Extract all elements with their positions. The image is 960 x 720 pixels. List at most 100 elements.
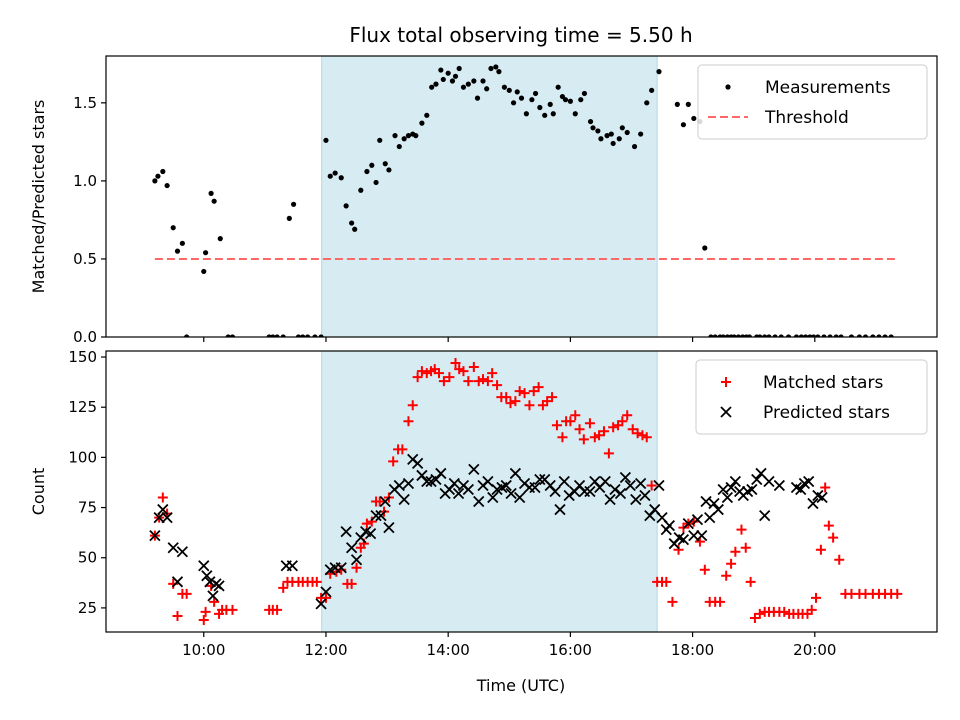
measurement-point xyxy=(720,334,726,337)
predicted-star-point xyxy=(448,477,460,490)
measurement-point xyxy=(179,240,185,246)
measurement-point xyxy=(295,334,302,337)
matched-star-point xyxy=(388,456,399,467)
predicted-star-point xyxy=(663,519,676,532)
matched-star-point xyxy=(438,376,449,387)
measurement-point xyxy=(778,334,784,337)
matched-star-point xyxy=(547,392,558,403)
matched-star-point xyxy=(740,542,751,553)
predicted-star-point xyxy=(635,477,647,490)
matched-star-point xyxy=(699,564,710,575)
predicted-star-point xyxy=(630,493,642,506)
measurement-point xyxy=(496,69,502,75)
matched-star-point xyxy=(412,372,423,383)
measurement-point xyxy=(815,334,821,337)
measurement-point xyxy=(460,84,467,90)
y-tick-label: 1.5 xyxy=(73,94,97,112)
x-axis-label: Time (UTC) xyxy=(476,676,565,695)
matched-star-point xyxy=(574,424,585,435)
measurement-point xyxy=(762,334,768,337)
predicted-star-point xyxy=(609,483,621,496)
predicted-star-point xyxy=(563,489,575,502)
y-tick-label: 125 xyxy=(68,398,97,416)
matched-star-point xyxy=(584,418,595,429)
matched-star-point xyxy=(397,444,408,455)
matched-star-point xyxy=(463,376,474,387)
measurement-point xyxy=(731,334,737,337)
measurement-point xyxy=(465,81,471,87)
measurement-point xyxy=(856,334,862,337)
measurement-point xyxy=(542,112,548,118)
measurement-point xyxy=(286,215,292,221)
measurement-point xyxy=(438,67,444,73)
predicted-star-point xyxy=(364,528,377,540)
measurement-point xyxy=(649,87,655,93)
measurement-point xyxy=(229,334,236,337)
measurement-point xyxy=(757,334,763,337)
matched-star-point xyxy=(468,362,479,373)
predicted-star-point xyxy=(708,497,720,510)
measurement-point xyxy=(821,334,827,337)
measurement-point xyxy=(529,97,535,103)
predicted-star-point xyxy=(153,511,165,524)
measurement-point xyxy=(164,182,170,189)
legend-label: Predicted stars xyxy=(763,403,890,423)
matched-star-point xyxy=(646,480,657,491)
predicted-star-point xyxy=(468,463,480,476)
predicted-star-point xyxy=(677,534,690,546)
measurement-point xyxy=(562,97,569,103)
predicted-star-point xyxy=(816,491,828,504)
y-tick-label: 0.0 xyxy=(73,328,97,346)
measurement-point xyxy=(876,334,882,337)
measurement-point xyxy=(581,90,588,97)
matched-star-point xyxy=(641,432,652,443)
shaded-span xyxy=(321,55,658,338)
x-tick-label: 10:00 xyxy=(182,641,225,659)
y-tick-label: 1.0 xyxy=(73,172,97,190)
predicted-star-point xyxy=(653,479,665,492)
measurement-point xyxy=(772,334,778,337)
predicted-star-point xyxy=(375,509,387,522)
measurement-point xyxy=(424,112,430,118)
measurement-point xyxy=(369,162,375,168)
predicted-star-point xyxy=(435,467,447,480)
predicted-star-point xyxy=(393,479,405,492)
measurement-point xyxy=(386,167,392,173)
top-panel: 0.0 0.5 1.0 1.5 Matched/Predicted stars Measu… xyxy=(29,55,938,346)
matched-star-point xyxy=(366,516,377,527)
predicted-star-point xyxy=(682,517,694,530)
matched-star-point xyxy=(434,368,445,379)
measurement-point xyxy=(501,84,507,90)
predicted-star-point xyxy=(549,485,561,498)
matched-star-point xyxy=(617,416,628,427)
measurement-point xyxy=(888,334,894,337)
matched-star-point xyxy=(632,428,643,439)
measurement-point xyxy=(685,101,691,107)
measurement-point xyxy=(735,334,742,337)
predicted-star-point xyxy=(201,570,213,582)
matched-star-point xyxy=(444,372,455,383)
y-axis-label: Matched/Predicted stars xyxy=(29,100,48,294)
matched-star-point xyxy=(754,608,765,619)
predicted-star-point xyxy=(379,495,391,508)
measurement-point xyxy=(217,236,223,242)
matched-star-point xyxy=(557,432,568,443)
matched-star-point xyxy=(181,588,192,599)
predicted-star-point xyxy=(712,503,724,516)
y-tick-label: 0.5 xyxy=(73,250,97,268)
matched-star-point xyxy=(730,546,741,557)
measurement-point xyxy=(746,334,753,337)
predicted-star-point xyxy=(721,491,734,504)
y-tick-label: 75 xyxy=(78,499,97,517)
measurement-point xyxy=(493,64,499,70)
measurement-point xyxy=(429,84,435,90)
measurement-point xyxy=(578,97,584,103)
y-tick-label: 50 xyxy=(78,549,97,567)
matched-star-point xyxy=(726,558,737,569)
predicted-star-point xyxy=(759,509,771,522)
measurement-point xyxy=(619,125,625,131)
measurement-point xyxy=(358,187,364,193)
measurement-point xyxy=(610,140,616,147)
predicted-star-point xyxy=(473,495,485,508)
measurement-point xyxy=(595,128,601,134)
